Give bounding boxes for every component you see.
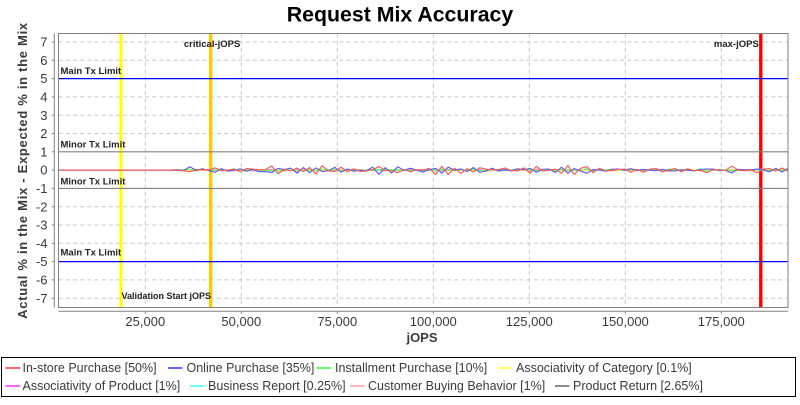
svg-text:7: 7	[40, 35, 47, 50]
svg-text:-1: -1	[36, 181, 48, 196]
svg-text:Actual % in the Mix - Expected: Actual % in the Mix - Expected % in the …	[15, 22, 30, 319]
svg-text:50,000: 50,000	[221, 314, 261, 329]
svg-text:Business Report [0.25%]: Business Report [0.25%]	[208, 379, 346, 393]
svg-text:Validation Start jOPS: Validation Start jOPS	[122, 291, 212, 301]
svg-text:3: 3	[40, 108, 47, 123]
svg-text:critical-jOPS: critical-jOPS	[184, 39, 241, 50]
svg-text:175,000: 175,000	[698, 314, 745, 329]
svg-text:Online Purchase [35%]: Online Purchase [35%]	[187, 361, 315, 375]
svg-text:6: 6	[40, 53, 47, 68]
svg-text:-6: -6	[36, 273, 48, 288]
svg-text:-2: -2	[36, 199, 48, 214]
svg-text:Product Return [2.65%]: Product Return [2.65%]	[573, 379, 703, 393]
svg-text:Minor Tx Limit: Minor Tx Limit	[61, 139, 127, 150]
svg-text:75,000: 75,000	[317, 314, 357, 329]
svg-text:0: 0	[40, 163, 47, 178]
svg-text:25,000: 25,000	[125, 314, 165, 329]
svg-text:2: 2	[40, 126, 47, 141]
svg-text:Installment Purchase [10%]: Installment Purchase [10%]	[335, 361, 487, 375]
svg-text:-4: -4	[36, 236, 48, 251]
svg-text:4: 4	[40, 90, 47, 105]
svg-text:Customer Buying Behavior [1%]: Customer Buying Behavior [1%]	[368, 379, 545, 393]
svg-text:1: 1	[40, 144, 47, 159]
svg-text:150,000: 150,000	[602, 314, 649, 329]
svg-text:125,000: 125,000	[506, 314, 553, 329]
svg-text:100,000: 100,000	[410, 314, 457, 329]
svg-text:Associativity of Product [1%]: Associativity of Product [1%]	[23, 379, 181, 393]
svg-text:Main Tx Limit: Main Tx Limit	[61, 66, 123, 77]
svg-text:Request Mix Accuracy: Request Mix Accuracy	[287, 3, 514, 27]
svg-text:Main Tx Limit: Main Tx Limit	[61, 248, 123, 259]
svg-text:max-jOPS: max-jOPS	[714, 39, 759, 50]
svg-text:-3: -3	[36, 218, 48, 233]
svg-text:Associativity of Category [0.1: Associativity of Category [0.1%]	[516, 361, 692, 375]
svg-text:5: 5	[40, 71, 47, 86]
svg-text:-5: -5	[36, 254, 48, 269]
svg-text:Minor Tx Limit: Minor Tx Limit	[61, 177, 127, 188]
svg-text:-7: -7	[36, 291, 48, 306]
svg-text:jOPS: jOPS	[405, 330, 437, 345]
svg-text:In-store Purchase [50%]: In-store Purchase [50%]	[23, 361, 157, 375]
